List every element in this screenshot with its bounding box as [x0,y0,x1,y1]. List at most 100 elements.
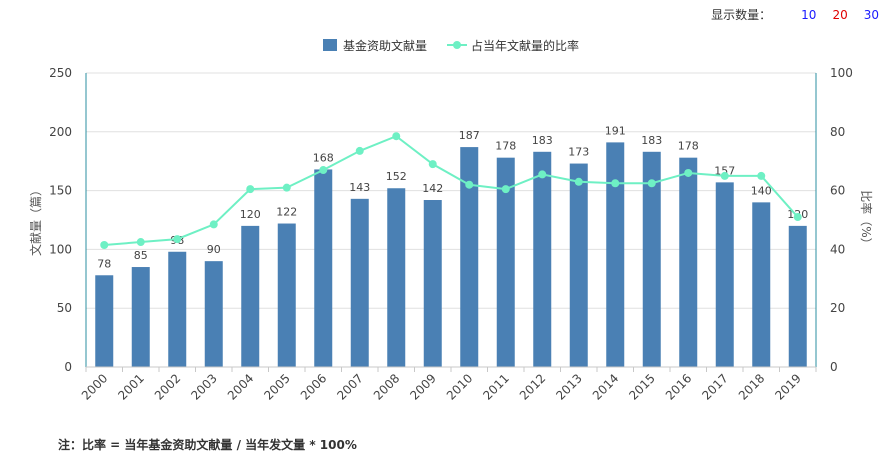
x-tick-label: 2003 [188,371,219,402]
x-tick-label: 2014 [590,371,621,402]
bar [715,182,734,367]
ratio-point [209,220,218,229]
ratio-point [538,170,547,179]
bar-value-label: 168 [313,151,334,164]
display-count-label: 显示数量： [711,8,772,22]
bar [241,225,260,367]
bar-value-label: 85 [134,249,148,262]
x-tick-label: 2017 [699,371,730,402]
x-tick-label: 2012 [517,371,548,402]
x-tick-label: 2007 [334,371,365,402]
bar-value-label: 152 [386,170,407,183]
bar [204,261,223,367]
legend-line-marker[interactable] [453,41,461,49]
y-tick-label: 250 [49,66,72,80]
bar-value-label: 191 [605,124,626,137]
chart-legend[interactable]: 基金资助文献量 占当年文献量的比率 [323,38,579,53]
bar [533,151,552,367]
bar-value-label: 183 [641,134,662,147]
bar [496,157,515,367]
ratio-point [611,179,620,188]
ratio-point [100,240,109,249]
bar-value-label: 143 [349,181,370,194]
x-tick-label: 2011 [480,371,511,402]
ratio-point [465,180,474,189]
ratio-point [501,185,510,194]
y-tick-label: 100 [49,242,72,256]
bar [131,267,150,367]
y-tick-label: 50 [57,301,72,315]
x-tick-label: 2009 [407,371,438,402]
ratio-point [720,171,729,180]
bar [642,151,661,367]
ratio-point [574,177,583,186]
bar-value-label: 140 [751,184,772,197]
y2-tick-label: 60 [830,184,845,198]
y-tick-label: 200 [49,125,72,139]
bar [350,198,369,367]
x-tick-label: 2005 [261,371,292,402]
y2-axis-title: 比率（%） [859,190,874,249]
ratio-line [104,135,799,246]
x-tick-label: 2001 [115,371,146,402]
y-tick-label: 150 [49,184,72,198]
y2-tick-label: 40 [830,242,845,256]
x-tick-label: 2019 [772,371,803,402]
bar-value-label: 178 [678,140,699,153]
ratio-point [647,179,656,188]
bar [788,225,807,367]
bar [277,223,296,367]
ratio-point [136,238,145,247]
ratio-point [246,185,255,194]
footnote: 注：比率 = 当年基金资助文献量 / 当年发文量 * 100% [58,438,357,452]
x-tick-label: 2016 [663,371,694,402]
bar [387,188,406,367]
display-count-controls: 显示数量： 10 20 30 [711,6,879,23]
display-count-option-30[interactable]: 30 [863,7,879,22]
bar-value-label: 157 [714,164,735,177]
bar-value-label: 78 [97,257,111,270]
x-tick-label: 2000 [79,371,110,402]
x-tick-label: 2004 [225,371,256,402]
legend-bar-label[interactable]: 基金资助文献量 [343,38,427,53]
bar [679,157,698,367]
bar-value-label: 187 [459,129,480,142]
ratio-point [757,171,766,180]
y-tick-label: 0 [64,360,72,374]
y-axis-title: 文献量（篇） [28,184,43,256]
ratio-point [428,160,437,169]
bar-value-label: 183 [532,134,553,147]
bar-value-label: 120 [240,208,261,221]
display-count-option-10[interactable]: 10 [801,7,817,22]
legend-bar-swatch[interactable] [323,39,337,51]
ratio-point [793,213,802,222]
y2-tick-label: 20 [830,301,845,315]
bar [569,163,588,367]
y2-tick-label: 0 [830,360,838,374]
x-tick-label: 2013 [553,371,584,402]
display-count-option-20[interactable]: 20 [832,7,848,22]
bar [314,169,333,367]
bar [752,202,771,367]
ratio-point [173,235,182,244]
bar-value-label: 142 [422,182,443,195]
legend-line-label[interactable]: 占当年文献量的比率 [471,38,579,53]
bar-value-label: 178 [495,140,516,153]
bar-value-label: 90 [207,243,221,256]
x-tick-label: 2008 [371,371,402,402]
ratio-point [282,183,291,192]
y2-tick-label: 100 [830,66,853,80]
ratio-point [355,146,364,155]
bar-value-label: 122 [276,206,297,219]
bar [606,142,625,367]
bar [168,251,187,367]
y2-tick-label: 80 [830,125,845,139]
bar [95,275,114,367]
ratio-point [319,166,328,175]
x-tick-label: 2010 [444,371,475,402]
bar [423,200,442,367]
x-tick-label: 2006 [298,371,329,402]
x-tick-label: 2015 [626,371,657,402]
ratio-point [684,168,693,177]
